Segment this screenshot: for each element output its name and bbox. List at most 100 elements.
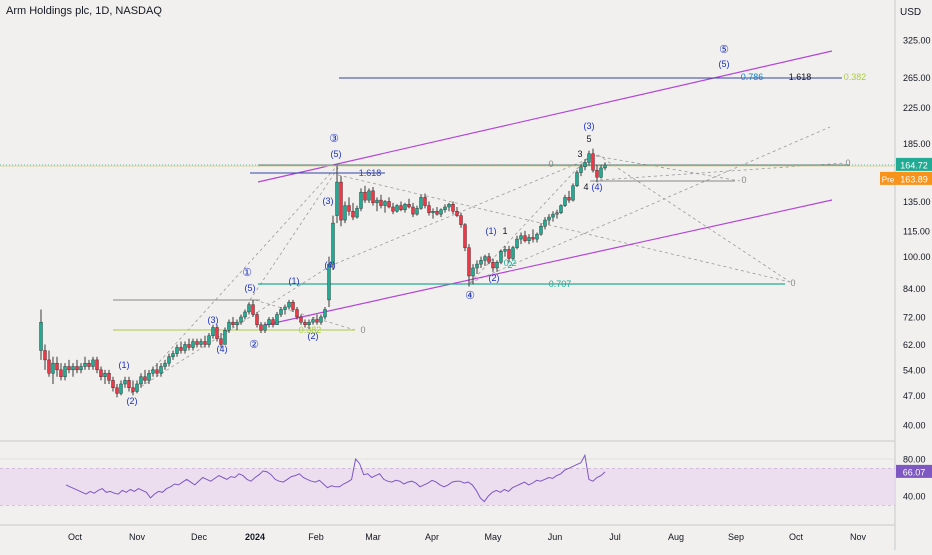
price-tick-label: 135.00	[903, 197, 931, 207]
wave-label: ②	[249, 339, 259, 351]
candle-down	[187, 344, 191, 348]
candle-up	[135, 383, 139, 392]
candle-up	[331, 222, 335, 265]
candle-down	[523, 235, 527, 241]
wave-label: ④	[465, 290, 475, 302]
last-price-label: 164.72	[900, 160, 928, 170]
price-tick-label: 225.00	[903, 103, 931, 113]
time-tick-label: Dec	[191, 532, 208, 542]
candle-up	[483, 256, 487, 261]
wave-label: 1.618	[359, 168, 382, 178]
candle-down	[423, 197, 427, 206]
candle-down	[467, 247, 471, 277]
rsi-tick-label: 80.00	[903, 455, 926, 465]
wave-label: ①	[242, 267, 252, 279]
candle-up	[431, 211, 435, 213]
candle-up	[447, 203, 451, 208]
candle-down	[291, 302, 295, 310]
candle-up	[359, 191, 363, 209]
candle-up	[151, 369, 155, 374]
currency-label[interactable]: USD	[900, 7, 922, 18]
candle-up	[503, 249, 507, 252]
time-tick-label: 2024	[245, 532, 265, 542]
dashed-line	[469, 154, 591, 284]
dashed-line	[329, 154, 599, 267]
time-tick-label: Mar	[365, 532, 381, 542]
candle-down	[299, 316, 303, 323]
candle-down	[55, 362, 59, 371]
candle-up	[603, 164, 607, 169]
candle-up	[539, 225, 543, 235]
candle-up	[511, 247, 515, 259]
candle-down	[407, 203, 411, 208]
price-tick-label: 47.00	[903, 391, 926, 401]
candle-up	[587, 153, 591, 163]
candle-up	[355, 208, 359, 218]
candle-up	[543, 219, 547, 227]
candle-down	[507, 249, 511, 259]
candle-down	[487, 256, 491, 263]
candle-up	[335, 181, 339, 216]
candle-down	[315, 319, 319, 323]
time-tick-label: Sep	[728, 532, 744, 542]
time-tick-label: Jul	[609, 532, 621, 542]
chart-title: Arm Holdings plc, 1D, NASDAQ	[6, 5, 162, 17]
candle-up	[171, 353, 175, 357]
candle-down	[59, 369, 63, 377]
candle-down	[203, 341, 207, 345]
pre-price-label: 163.89	[900, 174, 928, 184]
candle-up	[599, 167, 603, 178]
candle-up	[263, 324, 267, 331]
candle-up	[307, 321, 311, 326]
candle-down	[591, 153, 595, 171]
candle-up	[79, 366, 83, 371]
dashed-line	[589, 154, 741, 182]
rsi-last-label: 66.07	[903, 467, 926, 477]
candle-up	[139, 376, 143, 385]
candle-down	[399, 205, 403, 211]
candle-up	[267, 319, 271, 326]
candle-up	[499, 250, 503, 263]
trend-line	[264, 199, 833, 326]
candle-up	[83, 362, 87, 367]
candle-down	[231, 321, 235, 326]
candle-down	[567, 197, 571, 201]
wave-label: 0	[790, 278, 795, 288]
candle-up	[579, 166, 583, 173]
price-tick-label: 72.00	[903, 312, 926, 322]
candle-down	[387, 201, 391, 208]
candle-up	[559, 205, 563, 213]
candle-up	[403, 203, 407, 211]
candle-up	[243, 311, 247, 318]
candle-up	[551, 213, 555, 218]
candle-up	[555, 212, 559, 215]
price-tick-label: 84.00	[903, 284, 926, 294]
candle-down	[179, 347, 183, 351]
candle-down	[75, 366, 79, 371]
candle-up	[479, 260, 483, 265]
wave-label: 1	[502, 226, 507, 236]
wave-label: (2)	[489, 273, 500, 283]
wave-label: (3)	[208, 315, 219, 325]
candle-down	[371, 190, 375, 204]
candle-up	[39, 321, 43, 351]
candle-up	[183, 344, 187, 351]
candle-down	[107, 373, 111, 381]
candle-down	[43, 350, 47, 361]
candle-up	[235, 321, 239, 326]
candle-up	[163, 362, 167, 367]
candle-down	[363, 191, 367, 201]
wave-label: ③	[329, 133, 339, 145]
candle-up	[319, 316, 323, 323]
candle-down	[215, 327, 219, 339]
candle-down	[195, 341, 199, 345]
price-tick-label: 100.00	[903, 252, 931, 262]
pre-price-tag	[896, 171, 932, 185]
candle-down	[303, 321, 307, 326]
candle-up	[563, 197, 567, 206]
time-tick-label: Feb	[308, 532, 324, 542]
pre-tag-box	[880, 171, 896, 185]
wave-label: (4)	[325, 260, 336, 270]
dashed-line	[597, 154, 791, 283]
